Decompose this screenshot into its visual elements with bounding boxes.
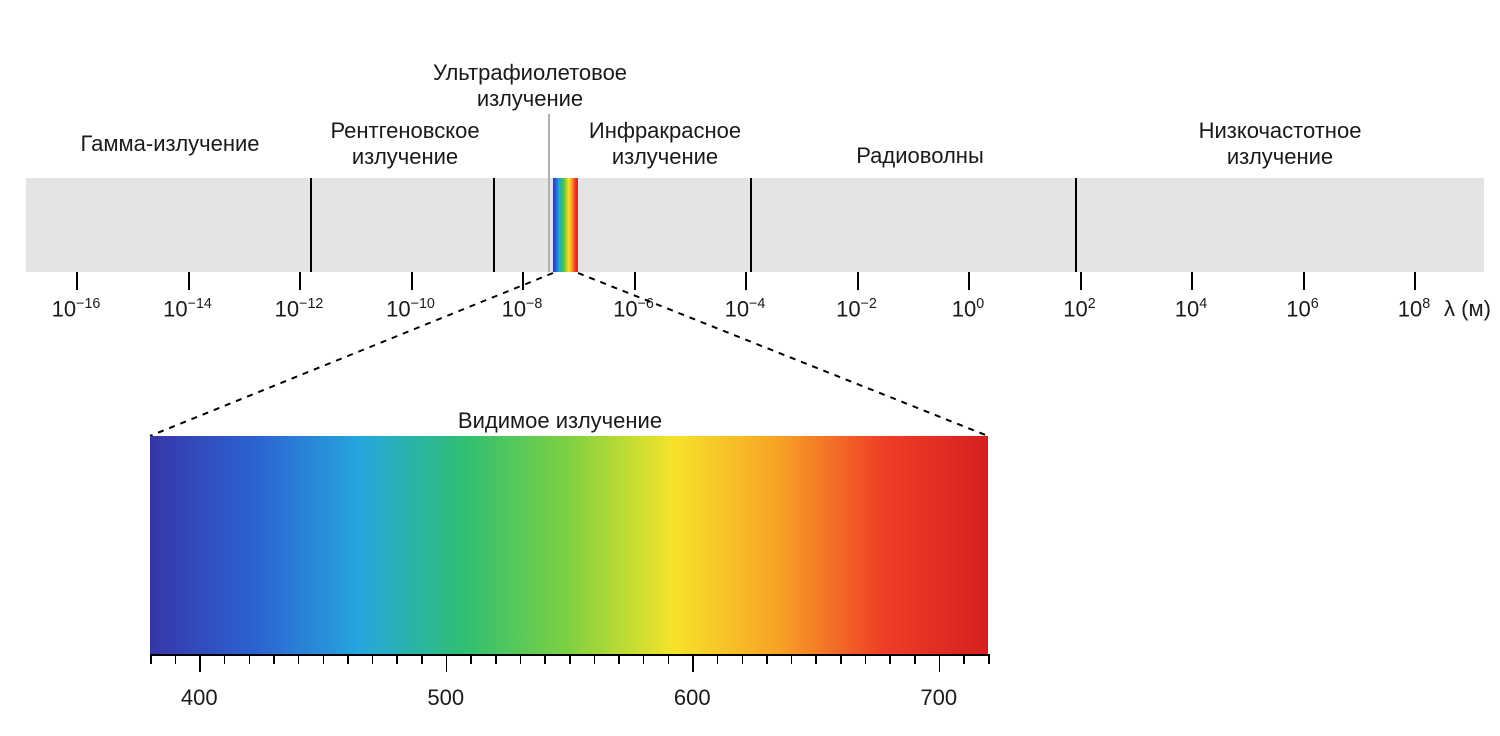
- visible-major-tick-400: [199, 654, 201, 672]
- main-tick-label--14: 10−14: [148, 296, 228, 322]
- main-tick--8: [522, 272, 524, 290]
- main-tick-label-0: 100: [928, 296, 1008, 322]
- visible-minor-tick-460: [347, 654, 349, 664]
- main-tick-label--8: 10−8: [482, 296, 562, 322]
- visible-minor-tick-590: [668, 654, 670, 664]
- visible-tick-label-400: 400: [169, 685, 229, 711]
- visible-major-tick-700: [939, 654, 941, 672]
- visible-minor-tick-680: [889, 654, 891, 664]
- main-tick-label-6: 106: [1263, 296, 1343, 322]
- band-divider-4: [1075, 178, 1077, 272]
- visible-tick-label-600: 600: [662, 685, 722, 711]
- visible-minor-tick-720: [988, 654, 990, 664]
- visible-minor-tick-510: [470, 654, 472, 664]
- main-tick-4: [1191, 272, 1193, 290]
- main-tick--10: [411, 272, 413, 290]
- main-tick-label--16: 10−16: [36, 296, 116, 322]
- main-spectrum-band: [26, 178, 1484, 272]
- main-tick--12: [299, 272, 301, 290]
- visible-minor-tick-640: [791, 654, 793, 664]
- main-tick--4: [745, 272, 747, 290]
- visible-minor-tick-610: [717, 654, 719, 664]
- visible-minor-tick-530: [520, 654, 522, 664]
- region-label-2: Ультрафиолетовоеизлучение: [380, 60, 680, 113]
- visible-minor-tick-560: [594, 654, 596, 664]
- main-tick-label--6: 10−6: [594, 296, 674, 322]
- visible-minor-tick-690: [914, 654, 916, 664]
- visible-minor-tick-380: [150, 654, 152, 664]
- main-tick--16: [76, 272, 78, 290]
- visible-spectrum-gradient: [150, 436, 988, 654]
- em-spectrum-diagram: Гамма-излучениеРентгеновскоеизлучениеУль…: [0, 0, 1500, 736]
- main-tick-label--4: 10−4: [705, 296, 785, 322]
- visible-minor-tick-390: [175, 654, 177, 664]
- visible-minor-tick-430: [273, 654, 275, 664]
- main-tick-8: [1414, 272, 1416, 290]
- visible-minor-tick-710: [963, 654, 965, 664]
- visible-minor-tick-420: [249, 654, 251, 664]
- band-divider-3: [750, 178, 752, 272]
- visible-minor-tick-620: [742, 654, 744, 664]
- visible-tick-label-500: 500: [416, 685, 476, 711]
- visible-minor-tick-550: [569, 654, 571, 664]
- region-label-4: Радиоволны: [770, 143, 1070, 169]
- main-tick--14: [188, 272, 190, 290]
- main-tick-6: [1303, 272, 1305, 290]
- visible-tick-label-700: 700: [909, 685, 969, 711]
- visible-minor-tick-650: [815, 654, 817, 664]
- visible-minor-tick-670: [865, 654, 867, 664]
- main-tick-label--2: 10−2: [817, 296, 897, 322]
- visible-spectrum-title: Видимое излучение: [410, 408, 710, 434]
- visible-minor-tick-490: [421, 654, 423, 664]
- main-tick--6: [634, 272, 636, 290]
- main-tick-label--10: 10−10: [371, 296, 451, 322]
- visible-minor-tick-630: [766, 654, 768, 664]
- visible-minor-tick-480: [396, 654, 398, 664]
- visible-minor-tick-540: [544, 654, 546, 664]
- region-label-1: Рентгеновскоеизлучение: [255, 118, 555, 171]
- wavelength-axis-label: λ (м): [1444, 296, 1491, 322]
- band-divider-1: [493, 178, 495, 272]
- visible-minor-tick-450: [323, 654, 325, 664]
- main-tick--2: [857, 272, 859, 290]
- visible-light-slice: [553, 178, 578, 272]
- main-tick-label--12: 10−12: [259, 296, 339, 322]
- region-label-5: Низкочастотноеизлучение: [1130, 118, 1430, 171]
- visible-minor-tick-580: [643, 654, 645, 664]
- visible-minor-tick-470: [372, 654, 374, 664]
- visible-minor-tick-440: [298, 654, 300, 664]
- band-divider-2: [548, 178, 550, 272]
- main-tick-label-4: 104: [1151, 296, 1231, 322]
- main-tick-2: [1080, 272, 1082, 290]
- visible-major-tick-500: [446, 654, 448, 672]
- main-tick-label-8: 108: [1374, 296, 1454, 322]
- main-tick-label-2: 102: [1040, 296, 1120, 322]
- main-tick-0: [968, 272, 970, 290]
- band-divider-0: [310, 178, 312, 272]
- visible-minor-tick-570: [618, 654, 620, 664]
- visible-minor-tick-410: [224, 654, 226, 664]
- visible-major-tick-600: [692, 654, 694, 672]
- visible-minor-tick-520: [495, 654, 497, 664]
- visible-minor-tick-660: [840, 654, 842, 664]
